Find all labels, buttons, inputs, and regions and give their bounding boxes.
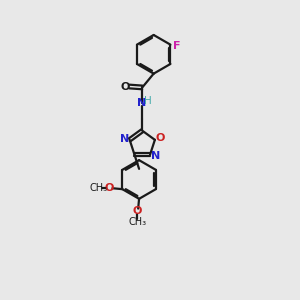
Text: H: H: [144, 96, 152, 106]
Text: O: O: [104, 183, 113, 193]
Text: N: N: [120, 134, 129, 144]
Text: CH₃: CH₃: [128, 217, 146, 227]
Text: O: O: [155, 133, 165, 143]
Text: O: O: [133, 206, 142, 216]
Text: N: N: [151, 151, 160, 160]
Text: CH₃: CH₃: [89, 183, 107, 193]
Text: N: N: [137, 98, 146, 108]
Text: F: F: [172, 41, 180, 52]
Text: O: O: [121, 82, 130, 92]
